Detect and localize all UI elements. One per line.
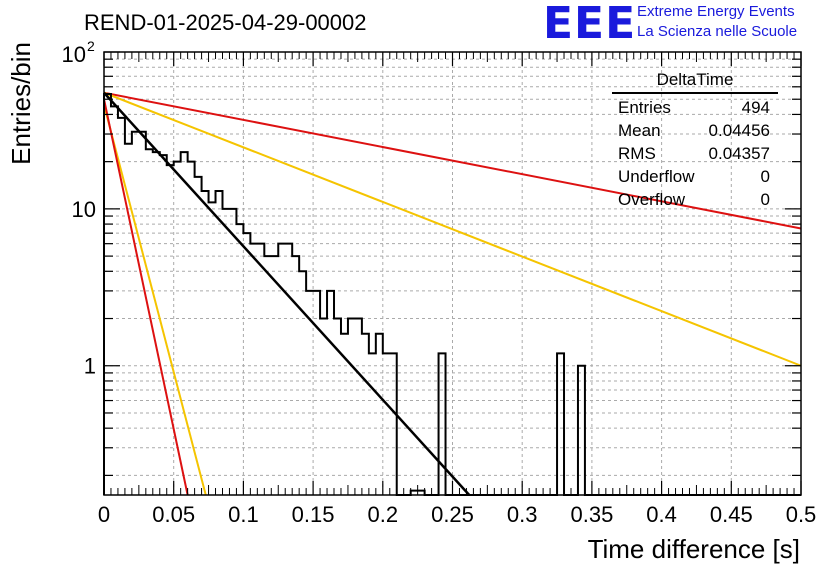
y-tick-exponent: 2 <box>87 38 95 54</box>
x-tick-label: 0.1 <box>228 502 259 527</box>
band-outer-lower <box>103 99 189 496</box>
x-tick-label: 0.15 <box>292 502 335 527</box>
stats-value: 0.04357 <box>708 144 770 163</box>
stats-row-mean: Mean 0.04456 <box>612 119 778 142</box>
y-tick-label: 1 <box>84 354 96 379</box>
stats-label: Overflow <box>618 190 686 209</box>
x-tick-label: 0.5 <box>786 502 817 527</box>
y-tick-label: 10 <box>72 197 96 222</box>
x-tick-label: 0.45 <box>710 502 753 527</box>
logo-line-2: La Scienza nelle Scuole <box>637 23 798 40</box>
stats-box-title: DeltaTime <box>612 70 778 94</box>
stats-label: Underflow <box>618 167 695 186</box>
x-tick-label: 0.2 <box>368 502 399 527</box>
stats-value: 0 <box>760 167 770 186</box>
x-tick-label: 0.4 <box>646 502 677 527</box>
x-axis-label: Time difference [s] <box>588 534 800 564</box>
band-outer-upper <box>103 91 802 230</box>
stats-row-underflow: Underflow 0 <box>612 165 778 188</box>
stats-row-entries: Entries 494 <box>612 96 778 119</box>
stats-box: DeltaTime Entries 494 Mean 0.04456 RMS 0… <box>612 70 778 211</box>
x-tick-label: 0.25 <box>431 502 474 527</box>
x-tick-label: 0 <box>98 502 110 527</box>
stats-label: Mean <box>618 121 661 140</box>
stats-value: 494 <box>741 98 770 117</box>
stats-label: RMS <box>618 144 656 163</box>
x-tick-label: 0.05 <box>152 502 195 527</box>
logo-caption: Extreme Energy Events La Scienza nelle S… <box>637 2 797 42</box>
band-inner-upper <box>103 91 802 367</box>
plot-title: REND-01-2025-04-29-00002 <box>84 10 367 35</box>
stats-value: 0.04456 <box>708 121 770 140</box>
stats-row-rms: RMS 0.04357 <box>612 142 778 165</box>
stats-label: Entries <box>618 98 671 117</box>
x-tick-label: 0.35 <box>570 502 613 527</box>
tick-labels: 0 0.05 0.1 0.15 0.2 0.25 0.3 0.35 0.4 0.45 0.5 1 10 1… <box>62 38 817 527</box>
band-curves <box>103 91 802 496</box>
y-tick-label: 10 <box>62 42 86 67</box>
x-tick-label: 0.3 <box>507 502 538 527</box>
fit-line <box>103 91 471 496</box>
stats-row-overflow: Overflow 0 <box>612 188 778 211</box>
stats-value: 0 <box>760 190 770 209</box>
axis-ticks <box>103 51 802 495</box>
grid <box>103 52 802 495</box>
eee-logo: EEE <box>543 0 637 49</box>
y-axis-label: Entries/bin <box>6 42 36 165</box>
band-inner-lower <box>103 104 207 496</box>
logo-line-1: Extreme Energy Events <box>637 3 795 20</box>
